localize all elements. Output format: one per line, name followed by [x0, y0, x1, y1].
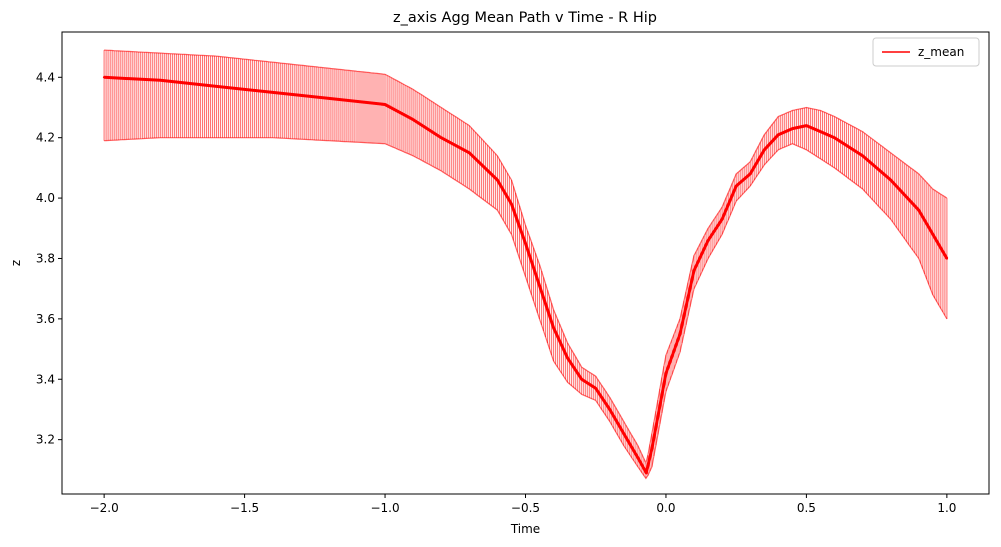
- y-tick-label: 4.4: [36, 70, 55, 84]
- error-band-lower: [104, 137, 948, 480]
- legend-label: z_mean: [918, 45, 964, 59]
- data-point: [791, 127, 794, 130]
- y-axis-title: z: [9, 260, 23, 266]
- x-tick-label: −1.5: [230, 501, 259, 515]
- data-point: [692, 269, 696, 272]
- data-point: [411, 118, 415, 121]
- error-band-lines: [103, 50, 948, 479]
- x-tick-label: 0.5: [797, 501, 816, 515]
- data-point: [271, 91, 274, 94]
- data-point: [496, 178, 499, 182]
- data-point: [805, 124, 808, 127]
- data-point: [917, 209, 920, 212]
- data-point: [819, 130, 822, 133]
- x-tick-label: −1.0: [370, 501, 399, 515]
- data-point: [650, 447, 654, 450]
- data-point: [510, 202, 513, 206]
- error-band-layer: [103, 49, 948, 480]
- y-tick-label: 3.4: [36, 372, 55, 386]
- data-point: [833, 136, 836, 139]
- data-point: [538, 284, 541, 287]
- error-band-upper: [104, 49, 948, 465]
- data-point: [889, 178, 892, 182]
- data-point: [645, 471, 648, 475]
- x-tick-label: 0.0: [656, 501, 675, 515]
- series-line-layer: [102, 75, 949, 475]
- data-point: [102, 76, 106, 79]
- data-point: [735, 184, 738, 188]
- data-point: [931, 233, 934, 236]
- y-tick-label: 3.2: [36, 433, 55, 447]
- data-point: [566, 356, 569, 360]
- x-tick-label: −0.5: [511, 501, 540, 515]
- y-tick-label: 3.6: [36, 312, 55, 326]
- data-point: [664, 372, 668, 375]
- x-tick-label: 1.0: [937, 501, 956, 515]
- series-line-z-mean: [104, 75, 949, 475]
- data-point: [594, 387, 597, 390]
- x-tick-label: −2.0: [90, 501, 119, 515]
- data-point: [749, 172, 752, 176]
- data-point: [468, 151, 471, 154]
- data-point: [636, 456, 640, 459]
- y-axis-ticks: 3.2 3.4 3.6 3.8 4.0 4.2 4.4: [36, 70, 62, 447]
- legend-box: [872, 37, 980, 67]
- data-point: [861, 154, 864, 157]
- data-point: [215, 85, 218, 88]
- legend: z_mean: [872, 37, 980, 67]
- chart-title: z_axis Agg Mean Path v Time - R Hip: [393, 10, 657, 26]
- data-point: [524, 242, 527, 245]
- data-point: [777, 133, 780, 136]
- data-point: [706, 239, 710, 242]
- data-point: [159, 79, 162, 82]
- data-point: [552, 326, 555, 330]
- data-point: [945, 257, 949, 260]
- data-point: [608, 408, 611, 411]
- data-point: [720, 218, 724, 221]
- data-point: [622, 432, 625, 435]
- data-point: [440, 136, 443, 139]
- data-point: [327, 97, 331, 100]
- data-point: [763, 148, 766, 151]
- y-tick-label: 3.8: [36, 251, 55, 265]
- x-axis-title: Time: [510, 522, 540, 536]
- y-tick-label: 4.2: [36, 131, 55, 145]
- x-axis-ticks: −2.0 −1.5 −1.0 −0.5 0.0 0.5 1.0: [90, 494, 956, 515]
- y-tick-label: 4.0: [36, 191, 55, 205]
- data-point: [678, 332, 682, 336]
- data-point: [383, 103, 387, 106]
- data-point: [580, 378, 583, 381]
